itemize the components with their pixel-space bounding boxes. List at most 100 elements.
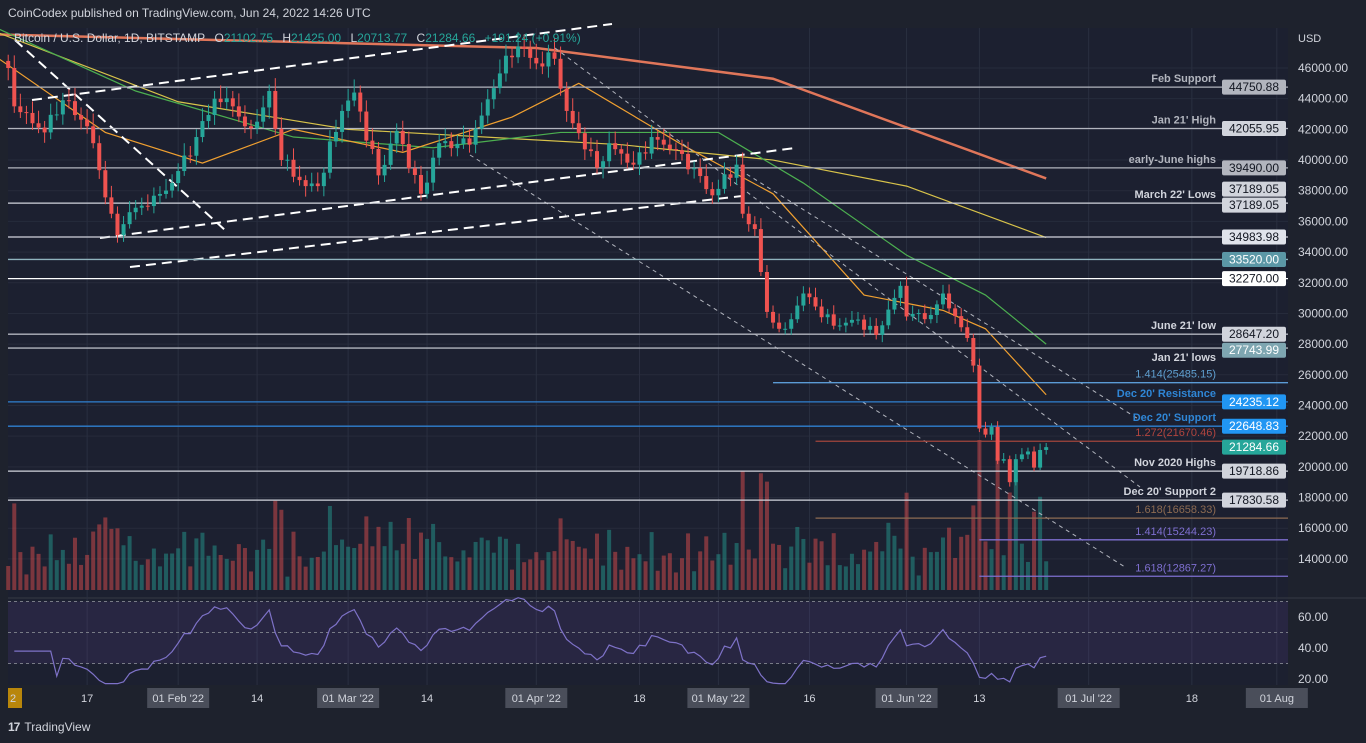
candle[interactable] <box>18 106 23 113</box>
candle[interactable] <box>558 58 563 89</box>
candle[interactable] <box>801 293 806 306</box>
candle[interactable] <box>97 143 102 171</box>
candle[interactable] <box>36 123 41 128</box>
candle[interactable] <box>194 137 199 156</box>
candle[interactable] <box>686 153 691 170</box>
candle[interactable] <box>431 157 436 183</box>
candle[interactable] <box>1032 451 1037 468</box>
candle[interactable] <box>771 311 776 323</box>
candle[interactable] <box>595 151 599 168</box>
candle[interactable] <box>510 55 515 58</box>
candle[interactable] <box>376 148 381 176</box>
price-axis[interactable] <box>1288 28 1366 710</box>
trendline[interactable] <box>99 147 796 239</box>
trendline[interactable] <box>129 195 743 268</box>
candle[interactable] <box>728 174 733 178</box>
candle[interactable] <box>922 313 927 320</box>
channel-line[interactable] <box>554 47 1141 488</box>
candle[interactable] <box>734 164 739 178</box>
candle[interactable] <box>461 138 466 144</box>
candle[interactable] <box>588 149 593 152</box>
candle[interactable] <box>643 152 648 154</box>
candle[interactable] <box>916 313 921 315</box>
candle[interactable] <box>673 149 678 151</box>
candle[interactable] <box>145 205 150 207</box>
candle[interactable] <box>164 190 169 194</box>
candle[interactable] <box>777 322 782 329</box>
candle[interactable] <box>607 143 612 162</box>
candle[interactable] <box>188 155 193 157</box>
candle[interactable] <box>783 328 788 330</box>
channel-line[interactable] <box>739 169 1141 421</box>
candle[interactable] <box>716 188 721 196</box>
candle[interactable] <box>91 126 96 144</box>
candle[interactable] <box>279 128 284 161</box>
candle[interactable] <box>655 137 660 140</box>
candle[interactable] <box>449 141 454 149</box>
candle[interactable] <box>103 170 108 198</box>
symbol-name[interactable]: Bitcoin / U.S. Dollar, 1D, BITSTAMP <box>14 31 206 45</box>
candle[interactable] <box>12 68 17 107</box>
candle[interactable] <box>443 141 448 144</box>
candle[interactable] <box>157 193 162 196</box>
candle[interactable] <box>437 143 442 158</box>
candle[interactable] <box>261 107 266 122</box>
candle[interactable] <box>934 304 939 315</box>
candle[interactable] <box>704 176 709 190</box>
candle[interactable] <box>503 55 508 74</box>
candle[interactable] <box>42 127 47 133</box>
candle[interactable] <box>752 224 757 230</box>
candle[interactable] <box>564 88 569 111</box>
candle[interactable] <box>880 325 885 335</box>
candle[interactable] <box>522 46 527 49</box>
candle[interactable] <box>394 130 399 144</box>
candle[interactable] <box>807 293 812 298</box>
candle[interactable] <box>297 176 302 181</box>
channel-line[interactable] <box>469 154 1126 568</box>
candle[interactable] <box>649 137 654 154</box>
candle[interactable] <box>576 123 581 134</box>
tradingview-logo-icon[interactable]: 17 <box>8 720 20 734</box>
candle[interactable] <box>540 63 545 67</box>
candle[interactable] <box>1038 449 1043 468</box>
moving-average-line[interactable] <box>0 53 1047 396</box>
candle[interactable] <box>72 101 77 116</box>
candle[interactable] <box>218 98 223 103</box>
candle[interactable] <box>418 174 423 194</box>
candle[interactable] <box>862 319 867 330</box>
candle[interactable] <box>977 365 982 429</box>
candle[interactable] <box>66 100 71 102</box>
candle[interactable] <box>516 46 521 58</box>
candle[interactable] <box>206 115 211 122</box>
candle[interactable] <box>837 325 842 327</box>
candle[interactable] <box>722 174 727 189</box>
candle[interactable] <box>710 189 715 196</box>
candle[interactable] <box>625 153 630 163</box>
candle[interactable] <box>79 115 84 120</box>
candle[interactable] <box>224 98 229 103</box>
candle[interactable] <box>613 143 618 150</box>
candle[interactable] <box>1001 459 1006 461</box>
candle[interactable] <box>843 322 848 326</box>
candle[interactable] <box>947 293 952 309</box>
candle[interactable] <box>303 180 308 187</box>
candle[interactable] <box>959 316 964 328</box>
candle[interactable] <box>764 271 769 312</box>
candle[interactable] <box>212 98 217 116</box>
candle[interactable] <box>679 150 684 154</box>
candle[interactable] <box>758 229 763 272</box>
candle[interactable] <box>48 114 53 133</box>
candle[interactable] <box>904 285 909 317</box>
candle[interactable] <box>6 60 11 68</box>
candle[interactable] <box>619 149 624 154</box>
candle[interactable] <box>795 305 800 320</box>
candle[interactable] <box>333 131 338 142</box>
candle[interactable] <box>54 114 59 116</box>
candle[interactable] <box>230 98 235 107</box>
candle[interactable] <box>85 119 90 127</box>
candle[interactable] <box>746 213 751 225</box>
candle[interactable] <box>485 99 490 116</box>
candle[interactable] <box>340 110 345 132</box>
candle[interactable] <box>1007 459 1012 483</box>
